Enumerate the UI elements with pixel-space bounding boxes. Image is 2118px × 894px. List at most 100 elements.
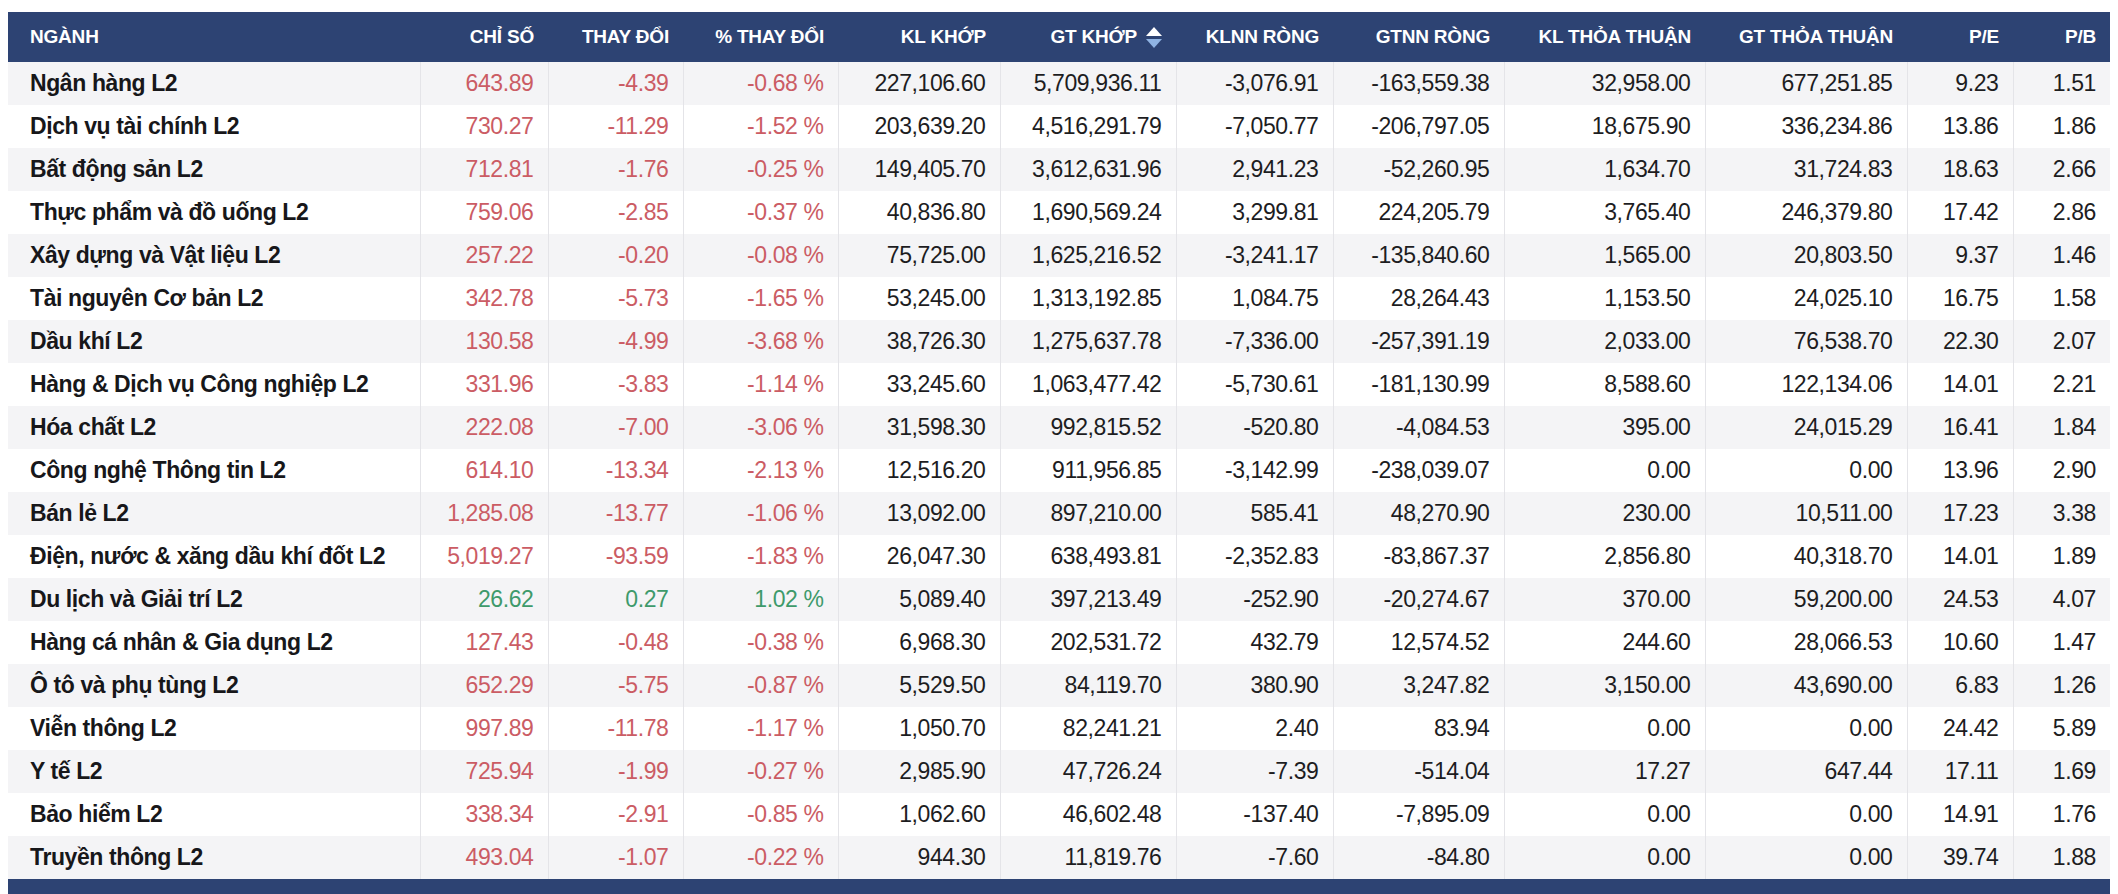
table-row[interactable]: Ngân hàng L2643.89-4.39-0.68 %227,106.60… (8, 62, 2110, 105)
cell-pe: 18.63 (1907, 148, 2013, 191)
cell-pb: 2.07 (2013, 320, 2110, 363)
cell-klnn-rong: -2,352.83 (1176, 535, 1333, 578)
table-row[interactable]: Thực phẩm và đồ uống L2759.06-2.85-0.37 … (8, 191, 2110, 234)
table-row[interactable]: Công nghệ Thông tin L2614.10-13.34-2.13 … (8, 449, 2110, 492)
cell-thay-doi: -4.39 (548, 62, 683, 105)
cell-klnn-rong: -7,050.77 (1176, 105, 1333, 148)
table-row[interactable]: Du lịch và Giải trí L226.620.271.02 %5,0… (8, 578, 2110, 621)
column-header-gtnn-rong[interactable]: GTNN RÒNG (1333, 12, 1504, 62)
cell-gtnn-rong: -20,274.67 (1333, 578, 1504, 621)
table-body: Ngân hàng L2643.89-4.39-0.68 %227,106.60… (8, 62, 2110, 879)
cell-nganh: Viễn thông L2 (8, 707, 420, 750)
cell-gtnn-rong: 3,247.82 (1333, 664, 1504, 707)
cell-pb: 4.07 (2013, 578, 2110, 621)
cell-pb: 2.90 (2013, 449, 2110, 492)
table-row[interactable]: Bất động sản L2712.81-1.76-0.25 %149,405… (8, 148, 2110, 191)
cell-gtnn-rong: 12,574.52 (1333, 621, 1504, 664)
cell-kl-thoa-thuan: 18,675.90 (1504, 105, 1705, 148)
table-row[interactable]: Tài nguyên Cơ bản L2342.78-5.73-1.65 %53… (8, 277, 2110, 320)
cell-kl-thoa-thuan: 1,634.70 (1504, 148, 1705, 191)
cell-gt-khop: 1,063,477.42 (1000, 363, 1176, 406)
cell-chi-so: 712.81 (420, 148, 548, 191)
table-row[interactable]: Viễn thông L2997.89-11.78-1.17 %1,050.70… (8, 707, 2110, 750)
cell-kl-khop: 5,529.50 (838, 664, 1000, 707)
table-row[interactable]: Dầu khí L2130.58-4.99-3.68 %38,726.301,2… (8, 320, 2110, 363)
cell-nganh: Ô tô và phụ tùng L2 (8, 664, 420, 707)
cell-klnn-rong: -252.90 (1176, 578, 1333, 621)
column-header-nganh[interactable]: NGÀNH (8, 12, 420, 62)
cell-nganh: Bảo hiểm L2 (8, 793, 420, 836)
cell-pe: 14.91 (1907, 793, 2013, 836)
cell-pct-thay-doi: -0.08 % (683, 234, 838, 277)
cell-gtnn-rong: -52,260.95 (1333, 148, 1504, 191)
cell-gt-khop: 992,815.52 (1000, 406, 1176, 449)
cell-gt-thoa-thuan: 59,200.00 (1705, 578, 1907, 621)
cell-kl-thoa-thuan: 370.00 (1504, 578, 1705, 621)
table-row[interactable]: Bảo hiểm L2338.34-2.91-0.85 %1,062.6046,… (8, 793, 2110, 836)
table-row[interactable]: Hóa chất L2222.08-7.00-3.06 %31,598.3099… (8, 406, 2110, 449)
column-header-label: GT KHỚP (1050, 26, 1137, 48)
column-header-pe[interactable]: P/E (1907, 12, 2013, 62)
column-header-chi-so[interactable]: CHỈ SỐ (420, 12, 548, 62)
cell-kl-thoa-thuan: 17.27 (1504, 750, 1705, 793)
cell-pe: 24.42 (1907, 707, 2013, 750)
column-header-pct-thay-doi[interactable]: % THAY ĐỔI (683, 12, 838, 62)
cell-chi-so: 493.04 (420, 836, 548, 879)
cell-pct-thay-doi: -3.06 % (683, 406, 838, 449)
cell-kl-khop: 53,245.00 (838, 277, 1000, 320)
cell-pe: 39.74 (1907, 836, 2013, 879)
cell-gtnn-rong: 83.94 (1333, 707, 1504, 750)
column-header-kl-khop[interactable]: KL KHỚP (838, 12, 1000, 62)
cell-gtnn-rong: -257,391.19 (1333, 320, 1504, 363)
cell-gt-thoa-thuan: 28,066.53 (1705, 621, 1907, 664)
column-header-klnn-rong[interactable]: KLNN RÒNG (1176, 12, 1333, 62)
cell-gt-khop: 911,956.85 (1000, 449, 1176, 492)
cell-pct-thay-doi: -0.37 % (683, 191, 838, 234)
cell-kl-thoa-thuan: 0.00 (1504, 707, 1705, 750)
cell-klnn-rong: -137.40 (1176, 793, 1333, 836)
cell-klnn-rong: 2.40 (1176, 707, 1333, 750)
table-row[interactable]: Y tế L2725.94-1.99-0.27 %2,985.9047,726.… (8, 750, 2110, 793)
cell-klnn-rong: 380.90 (1176, 664, 1333, 707)
table-row[interactable]: Truyền thông L2493.04-1.07-0.22 %944.301… (8, 836, 2110, 879)
column-header-thay-doi[interactable]: THAY ĐỔI (548, 12, 683, 62)
table-row[interactable]: Bán lẻ L21,285.08-13.77-1.06 %13,092.008… (8, 492, 2110, 535)
cell-nganh: Xây dựng và Vật liệu L2 (8, 234, 420, 277)
column-header-gt-thoa-thuan[interactable]: GT THỎA THUẬN (1705, 12, 1907, 62)
cell-gtnn-rong: 28,264.43 (1333, 277, 1504, 320)
cell-pe: 17.23 (1907, 492, 2013, 535)
cell-thay-doi: -3.83 (548, 363, 683, 406)
cell-chi-so: 997.89 (420, 707, 548, 750)
column-header-kl-thoa-thuan[interactable]: KL THỎA THUẬN (1504, 12, 1705, 62)
table-row[interactable]: Hàng cá nhân & Gia dụng L2127.43-0.48-0.… (8, 621, 2110, 664)
table-row[interactable]: Hàng & Dịch vụ Công nghiệp L2331.96-3.83… (8, 363, 2110, 406)
cell-pct-thay-doi: -0.87 % (683, 664, 838, 707)
cell-pe: 16.41 (1907, 406, 2013, 449)
cell-nganh: Du lịch và Giải trí L2 (8, 578, 420, 621)
cell-kl-thoa-thuan: 2,856.80 (1504, 535, 1705, 578)
cell-gt-thoa-thuan: 20,803.50 (1705, 234, 1907, 277)
cell-thay-doi: -1.76 (548, 148, 683, 191)
cell-pe: 10.60 (1907, 621, 2013, 664)
cell-nganh: Truyền thông L2 (8, 836, 420, 879)
table-row[interactable]: Điện, nước & xăng dầu khí đốt L25,019.27… (8, 535, 2110, 578)
table-row[interactable]: Ô tô và phụ tùng L2652.29-5.75-0.87 %5,5… (8, 664, 2110, 707)
cell-chi-so: 331.96 (420, 363, 548, 406)
cell-kl-khop: 944.30 (838, 836, 1000, 879)
cell-gtnn-rong: -84.80 (1333, 836, 1504, 879)
cell-pb: 1.86 (2013, 105, 2110, 148)
table-row[interactable]: Dịch vụ tài chính L2730.27-11.29-1.52 %2… (8, 105, 2110, 148)
cell-gt-khop: 11,819.76 (1000, 836, 1176, 879)
cell-klnn-rong: -7,336.00 (1176, 320, 1333, 363)
cell-kl-thoa-thuan: 0.00 (1504, 449, 1705, 492)
cell-gt-khop: 1,313,192.85 (1000, 277, 1176, 320)
cell-gt-khop: 3,612,631.96 (1000, 148, 1176, 191)
column-header-pb[interactable]: P/B (2013, 12, 2110, 62)
table-row[interactable]: Xây dựng và Vật liệu L2257.22-0.20-0.08 … (8, 234, 2110, 277)
cell-gt-thoa-thuan: 24,015.29 (1705, 406, 1907, 449)
cell-gt-thoa-thuan: 0.00 (1705, 836, 1907, 879)
column-header-gt-khop[interactable]: GT KHỚP (1000, 12, 1176, 62)
cell-pct-thay-doi: -0.38 % (683, 621, 838, 664)
cell-klnn-rong: 432.79 (1176, 621, 1333, 664)
cell-nganh: Hàng & Dịch vụ Công nghiệp L2 (8, 363, 420, 406)
